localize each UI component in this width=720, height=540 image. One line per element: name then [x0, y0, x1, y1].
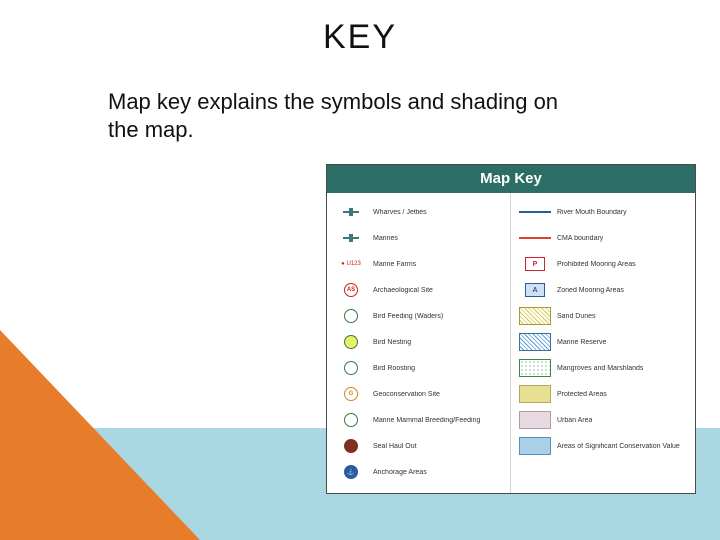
legend-symbol	[519, 411, 551, 429]
legend-symbol	[335, 411, 367, 429]
slide-title: KEY	[0, 18, 720, 57]
legend-row: River Mouth Boundary	[519, 199, 689, 225]
map-key-panel: Map Key Wharves / Jetties Marines ● U123 Ma…	[326, 164, 696, 494]
legend-row: Wharves / Jetties	[335, 199, 504, 225]
map-key-header: Map Key	[327, 165, 695, 193]
legend-symbol	[519, 385, 551, 403]
legend-row: ⚓ Anchorage Areas	[335, 459, 504, 485]
legend-symbol: G	[335, 385, 367, 403]
legend-symbol	[519, 229, 551, 247]
legend-label: Marine Farms	[373, 261, 416, 268]
legend-symbol	[519, 437, 551, 455]
legend-row: Bird Feeding (Waders)	[335, 303, 504, 329]
legend-row: Areas of Significant Conservation Value	[519, 433, 689, 459]
legend-label: Seal Haul Out	[373, 443, 417, 450]
legend-symbol	[335, 333, 367, 351]
legend-row: Marine Mammal Breeding/Feeding	[335, 407, 504, 433]
legend-symbol	[335, 359, 367, 377]
legend-label: Bird Roosting	[373, 365, 415, 372]
legend-row: Sand Dunes	[519, 303, 689, 329]
legend-symbol	[335, 203, 367, 221]
legend-symbol: P	[519, 255, 551, 273]
legend-label: Urban Area	[557, 417, 592, 424]
legend-row: Mangroves and Marshlands	[519, 355, 689, 381]
legend-row: Bird Nesting	[335, 329, 504, 355]
legend-label: Wharves / Jetties	[373, 209, 427, 216]
legend-symbol	[335, 229, 367, 247]
legend-label: Sand Dunes	[557, 313, 596, 320]
map-key-left-column: Wharves / Jetties Marines ● U123 Marine Far…	[327, 193, 511, 493]
legend-symbol	[519, 359, 551, 377]
map-key-right-column: River Mouth Boundary CMA boundary P Prohibi…	[511, 193, 695, 493]
legend-row: Bird Roosting	[335, 355, 504, 381]
legend-label: Bird Feeding (Waders)	[373, 313, 443, 320]
legend-symbol	[519, 307, 551, 325]
legend-label: CMA boundary	[557, 235, 603, 242]
legend-label: Marine Mammal Breeding/Feeding	[373, 417, 480, 424]
legend-label: Protected Areas	[557, 391, 607, 398]
decorative-band-orange	[0, 330, 200, 540]
legend-label: Prohibited Mooring Areas	[557, 261, 636, 268]
legend-row: Protected Areas	[519, 381, 689, 407]
legend-symbol	[335, 437, 367, 455]
legend-label: Marine Reserve	[557, 339, 606, 346]
legend-row: ● U123 Marine Farms	[335, 251, 504, 277]
legend-label: Geoconservation Site	[373, 391, 440, 398]
legend-symbol: ● U123	[335, 255, 367, 273]
legend-row: CMA boundary	[519, 225, 689, 251]
legend-label: Marines	[373, 235, 398, 242]
legend-symbol	[519, 333, 551, 351]
legend-symbol: A	[519, 281, 551, 299]
legend-label: Areas of Significant Conservation Value	[557, 443, 680, 450]
legend-label: River Mouth Boundary	[557, 209, 627, 216]
legend-label: Archaeological Site	[373, 287, 433, 294]
legend-row: AS Archaeological Site	[335, 277, 504, 303]
legend-row: G Geoconservation Site	[335, 381, 504, 407]
legend-label: Zoned Mooring Areas	[557, 287, 624, 294]
legend-symbol: AS	[335, 281, 367, 299]
slide-subtitle: Map key explains the symbols and shading…	[108, 88, 578, 143]
legend-label: Mangroves and Marshlands	[557, 365, 643, 372]
legend-label: Bird Nesting	[373, 339, 411, 346]
legend-row: Marine Reserve	[519, 329, 689, 355]
legend-row: Urban Area	[519, 407, 689, 433]
legend-symbol	[519, 203, 551, 221]
legend-row: P Prohibited Mooring Areas	[519, 251, 689, 277]
legend-row: A Zoned Mooring Areas	[519, 277, 689, 303]
legend-row: Marines	[335, 225, 504, 251]
legend-label: Anchorage Areas	[373, 469, 427, 476]
legend-row: Seal Haul Out	[335, 433, 504, 459]
map-key-body: Wharves / Jetties Marines ● U123 Marine Far…	[327, 193, 695, 493]
legend-symbol: ⚓	[335, 463, 367, 481]
legend-symbol	[335, 307, 367, 325]
